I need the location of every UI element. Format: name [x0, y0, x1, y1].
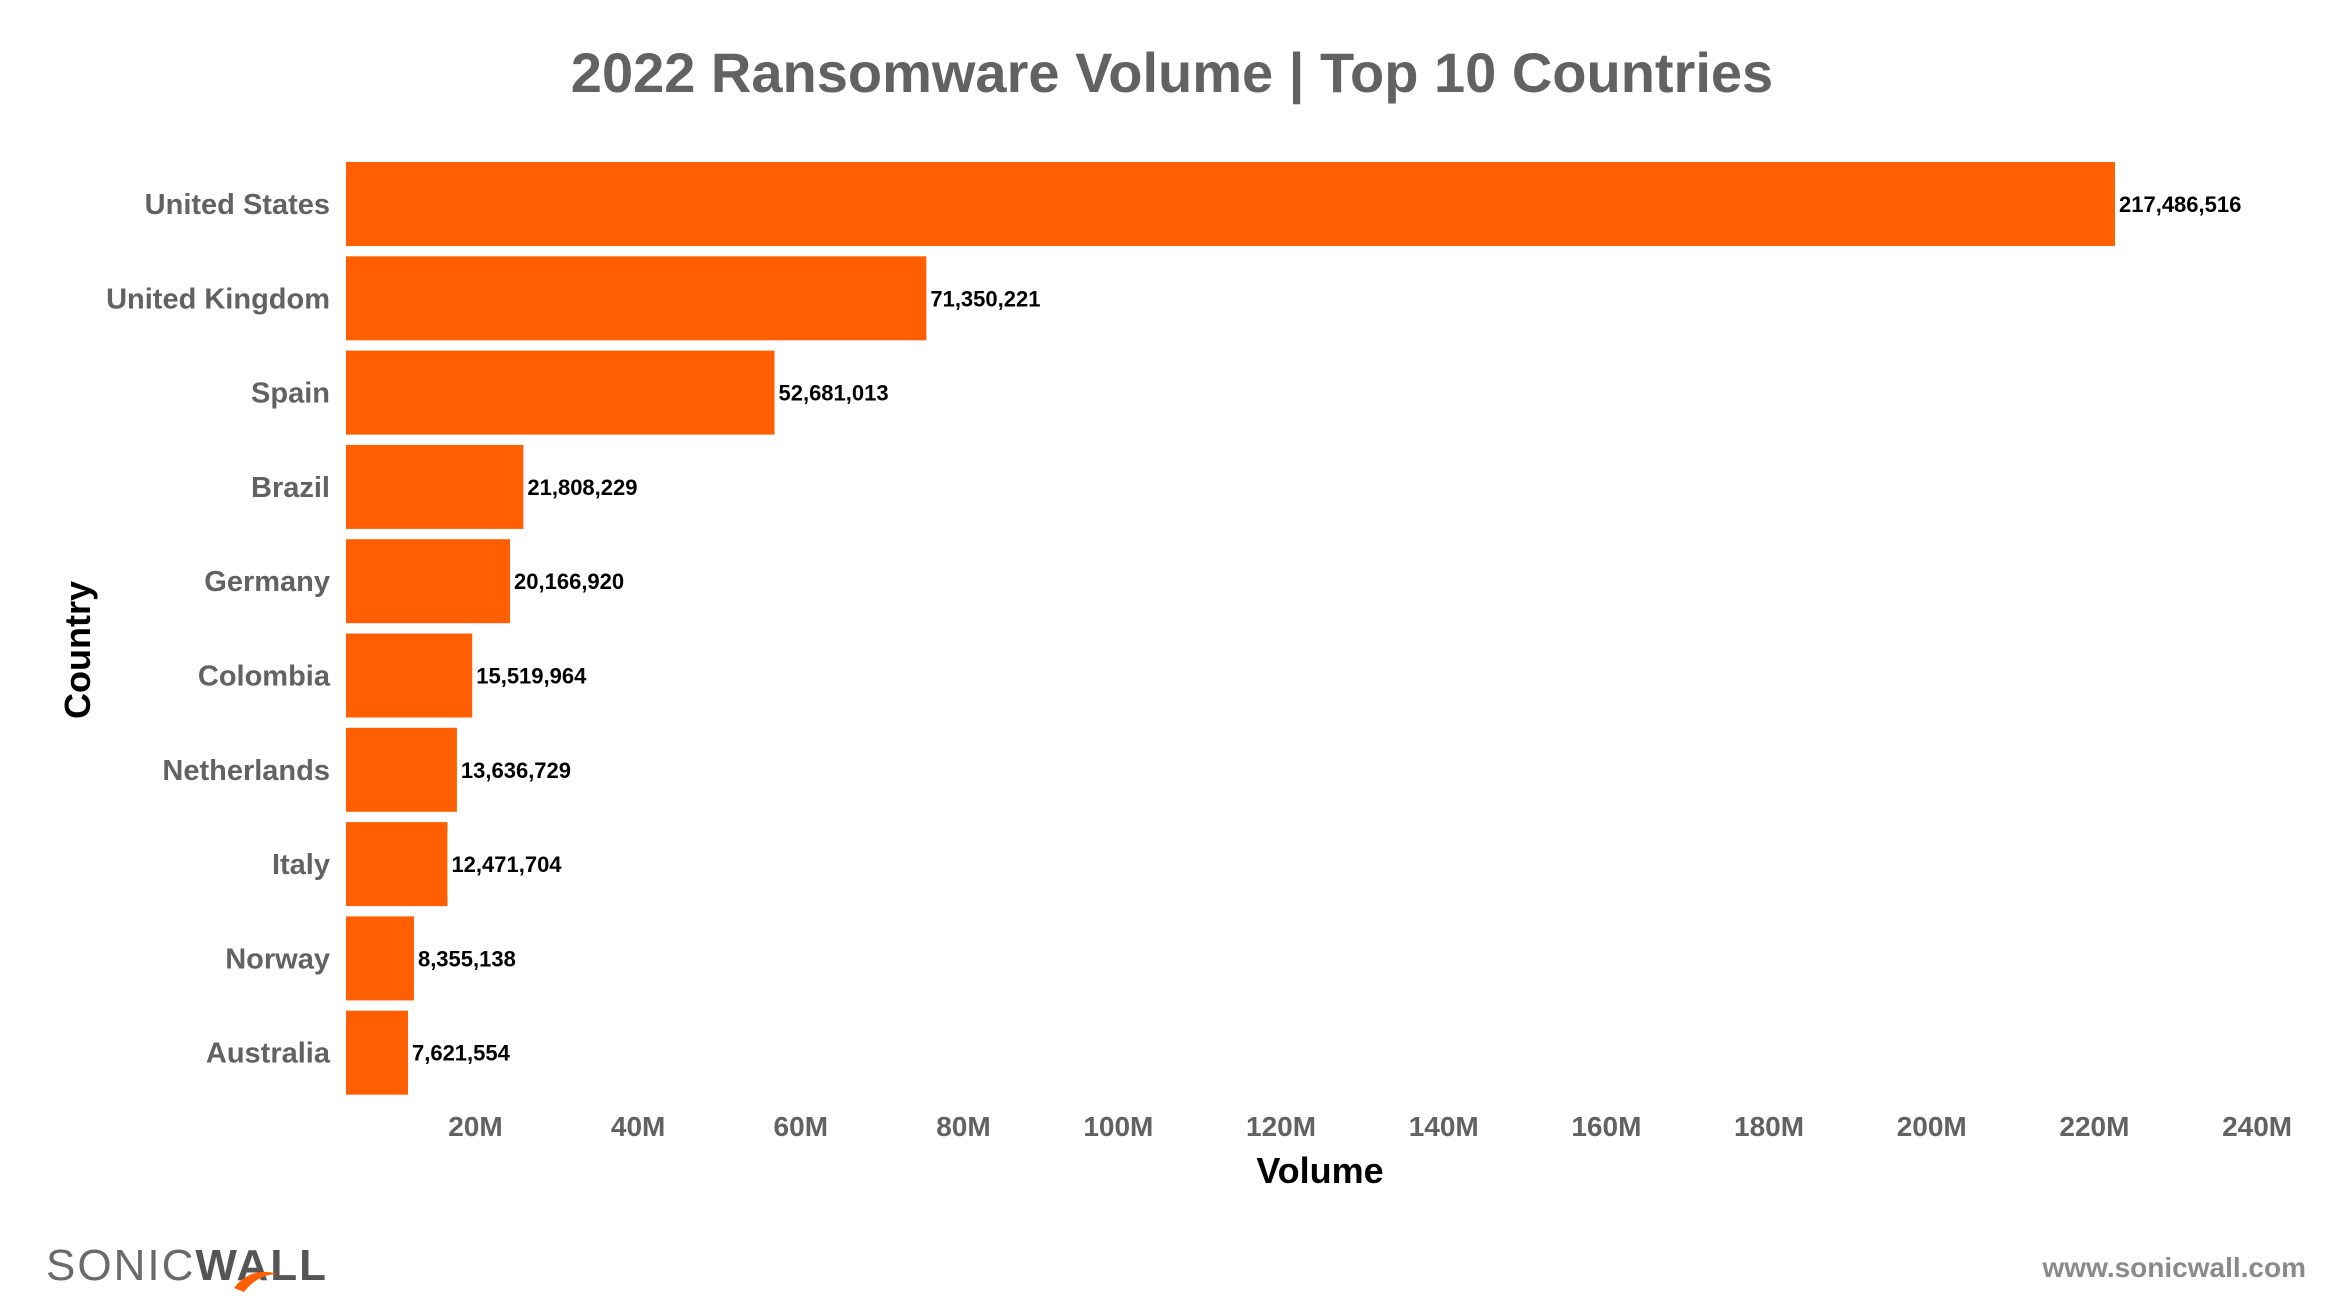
- bar-norway: [346, 916, 414, 1001]
- category-label: United Kingdom: [106, 283, 330, 315]
- website-url[interactable]: www.sonicwall.com: [2042, 1252, 2306, 1283]
- category-label: Norway: [225, 943, 330, 975]
- category-label: Netherlands: [162, 755, 330, 787]
- svg-text:SONICWALL: SONICWALL: [46, 1241, 328, 1290]
- bar-australia: [346, 1010, 408, 1095]
- bar-colombia: [346, 633, 473, 718]
- bar-chart: United States 217,486,516 United Kingdom 71…: [57, 162, 2292, 1191]
- category-label: Germany: [204, 566, 330, 598]
- bar-united-states: [346, 162, 2115, 246]
- bar-italy: [346, 822, 448, 907]
- x-tick-label: 240M: [2222, 1111, 2292, 1142]
- data-label: 52,681,013: [778, 381, 888, 406]
- x-tick-label: 40M: [611, 1111, 665, 1142]
- category-label: United States: [145, 189, 330, 221]
- bar-netherlands: [346, 727, 457, 812]
- bar-united-kingdom: [346, 256, 927, 341]
- data-label: 12,471,704: [451, 852, 562, 877]
- data-label: 20,166,920: [514, 569, 624, 594]
- data-label: 71,350,221: [930, 286, 1040, 311]
- bar-germany: [346, 539, 511, 624]
- x-tick-label: 120M: [1246, 1111, 1316, 1142]
- sonicwall-logo-icon: SONICWALL: [46, 1241, 328, 1292]
- x-tick-label: 20M: [448, 1111, 502, 1142]
- y-axis-label: Country: [57, 581, 98, 719]
- sonicwall-logo: SONICWALL: [46, 1236, 336, 1307]
- x-axis-label: Volume: [1256, 1150, 1383, 1191]
- data-label: 13,636,729: [461, 758, 571, 783]
- category-label: Colombia: [198, 661, 331, 693]
- x-tick-label: 160M: [1571, 1111, 1641, 1142]
- data-label: 217,486,516: [2119, 192, 2241, 217]
- category-label: Australia: [206, 1038, 331, 1070]
- x-tick-label: 200M: [1897, 1111, 1967, 1142]
- x-tick-label: 100M: [1083, 1111, 1153, 1142]
- category-label: Brazil: [251, 472, 330, 504]
- bar-brazil: [346, 444, 524, 529]
- data-label: 21,808,229: [527, 475, 637, 500]
- x-tick-label: 220M: [2059, 1111, 2129, 1142]
- data-label: 8,355,138: [418, 946, 516, 971]
- data-label: 15,519,964: [476, 664, 587, 689]
- bar-spain: [346, 350, 775, 435]
- x-tick-label: 140M: [1409, 1111, 1479, 1142]
- category-label: Italy: [272, 849, 330, 881]
- chart-title: 2022 Ransomware Volume | Top 10 Countrie…: [570, 41, 1774, 104]
- category-label: Spain: [251, 378, 330, 410]
- x-tick-label: 60M: [774, 1111, 828, 1142]
- data-label: 7,621,554: [412, 1041, 511, 1066]
- x-tick-label: 80M: [936, 1111, 990, 1142]
- x-tick-label: 180M: [1734, 1111, 1804, 1142]
